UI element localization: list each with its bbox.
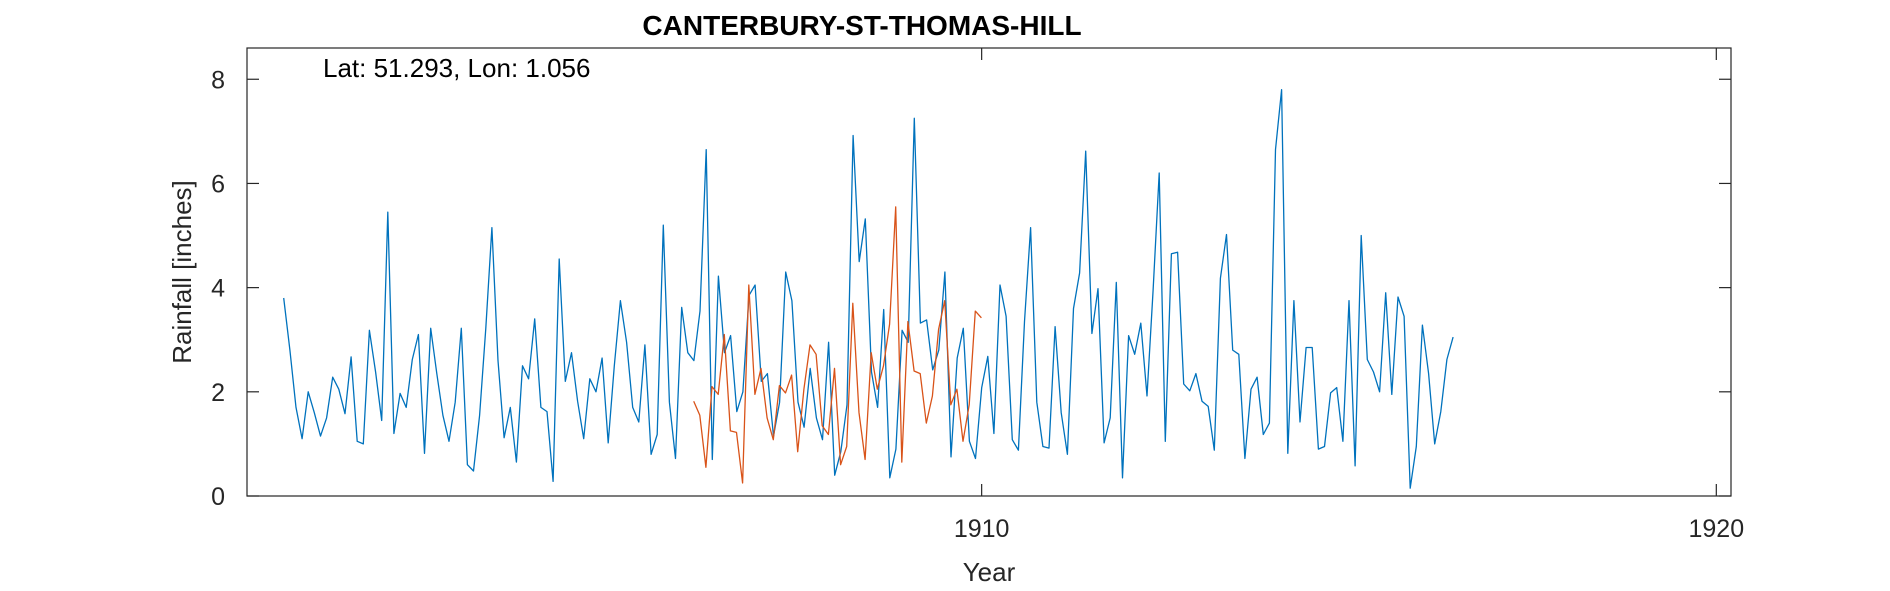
chart-title: CANTERBURY-ST-THOMAS-HILL — [642, 10, 1081, 41]
x-tick-label: 1910 — [954, 515, 1010, 543]
series-layer — [283, 89, 1454, 489]
y-axis-label: Rainfall [inches] — [167, 180, 197, 364]
y-tick-label: 4 — [211, 275, 225, 303]
y-tick-label: 2 — [211, 379, 225, 407]
series-line-2 — [693, 206, 982, 484]
plot-area — [247, 48, 1731, 496]
y-tick-label: 8 — [211, 66, 225, 94]
axes-box — [246, 47, 1732, 497]
tick-layer: 0 2 4 6 8 1910 1920 — [211, 48, 1744, 543]
series-line-1 — [283, 89, 1454, 489]
y-tick-label: 6 — [211, 170, 225, 198]
y-tick-label: 0 — [211, 483, 225, 511]
x-tick-label: 1920 — [1688, 515, 1744, 543]
location-annotation: Lat: 51.293, Lon: 1.056 — [323, 53, 590, 83]
x-axis-label: Year — [963, 557, 1016, 587]
